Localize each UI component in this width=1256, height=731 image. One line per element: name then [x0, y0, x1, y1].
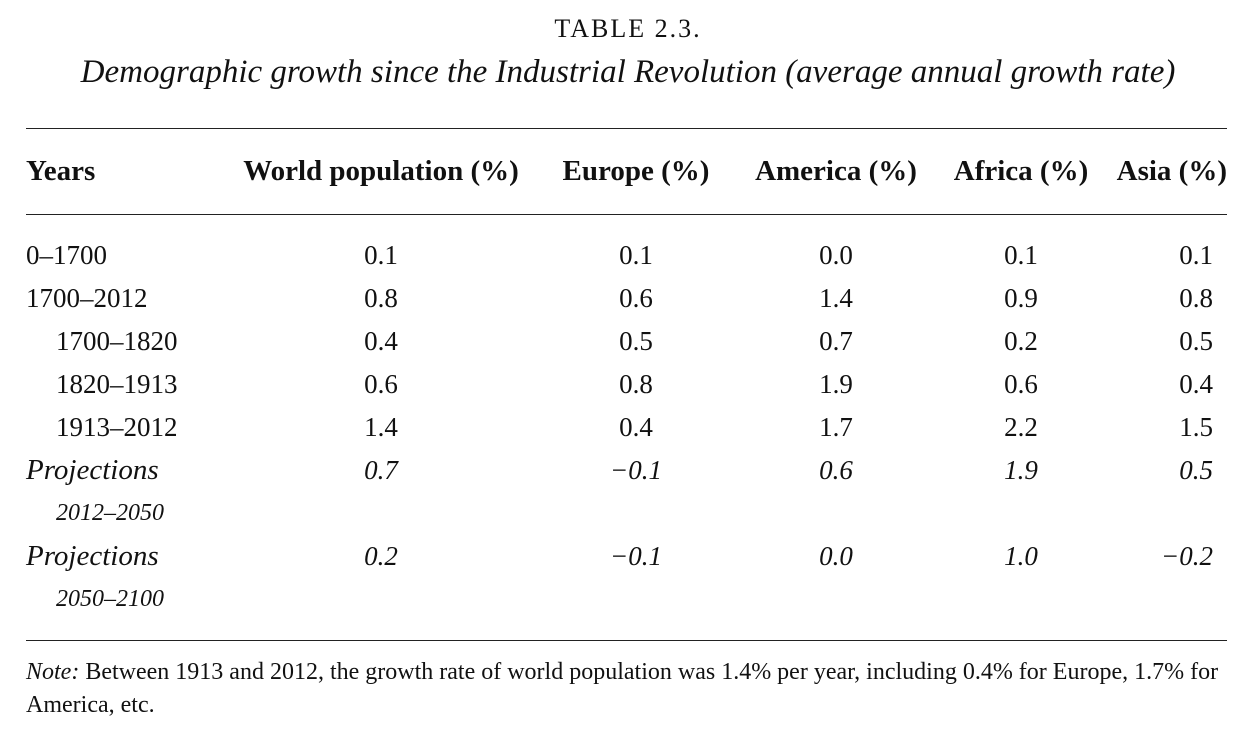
- table-row: 1820–1913 0.6 0.8 1.9 0.6 0.4: [26, 363, 1227, 406]
- cell-europe: 0.8: [619, 369, 653, 399]
- projection-period: 2050–2100: [56, 586, 164, 612]
- table-note: Note: Between 1913 and 2012, the growth …: [26, 656, 1231, 722]
- table-row: 1700–1820 0.4 0.5 0.7 0.2 0.5: [26, 320, 1227, 363]
- row-years: 0–1700: [26, 240, 107, 270]
- cell-world: 0.6: [364, 369, 398, 399]
- cell-africa: 1.0: [1004, 541, 1038, 571]
- projection-period-row: 2050–2100: [26, 578, 1227, 621]
- table-row: 0–1700 0.1 0.1 0.0 0.1 0.1: [26, 234, 1227, 277]
- cell-america: 1.7: [819, 412, 853, 442]
- header-asia: Asia (%): [1116, 155, 1227, 187]
- spacer-row: [26, 214, 1227, 234]
- cell-world: 0.8: [364, 283, 398, 313]
- cell-europe: 0.1: [619, 240, 653, 270]
- top-rule: [26, 128, 1227, 129]
- cell-asia: 0.1: [1179, 240, 1213, 270]
- cell-america: 1.4: [819, 283, 853, 313]
- header-rule: [26, 214, 1227, 215]
- cell-world: 1.4: [364, 412, 398, 442]
- cell-world: 0.7: [364, 455, 398, 485]
- cell-africa: 0.2: [1004, 326, 1038, 356]
- cell-europe: −0.1: [610, 541, 662, 571]
- cell-asia: 0.8: [1179, 283, 1213, 313]
- projection-row: Projections 0.7 −0.1 0.6 1.9 0.5: [26, 449, 1227, 492]
- row-years: 1700–2012: [26, 283, 148, 313]
- cell-europe: 0.5: [619, 326, 653, 356]
- table-title: Demographic growth since the Industrial …: [80, 54, 1176, 90]
- row-years: 1820–1913: [56, 369, 178, 399]
- cell-america: 0.6: [819, 455, 853, 485]
- cell-africa: 2.2: [1004, 412, 1038, 442]
- cell-america: 1.9: [819, 369, 853, 399]
- cell-africa: 0.9: [1004, 283, 1038, 313]
- row-years: 1913–2012: [56, 412, 178, 442]
- cell-europe: 0.4: [619, 412, 653, 442]
- cell-asia: 1.5: [1179, 412, 1213, 442]
- cell-asia: 0.5: [1179, 455, 1213, 485]
- cell-europe: 0.6: [619, 283, 653, 313]
- cell-africa: 1.9: [1004, 455, 1038, 485]
- projection-period: 2012–2050: [56, 500, 164, 526]
- header-row: Years World population (%) Europe (%) Am…: [26, 129, 1227, 214]
- cell-world: 0.2: [364, 541, 398, 571]
- projection-label: Projections: [26, 540, 159, 572]
- note-label: Note:: [26, 659, 80, 685]
- cell-europe: −0.1: [610, 455, 662, 485]
- cell-world: 0.4: [364, 326, 398, 356]
- header-world: World population (%): [243, 155, 519, 187]
- projection-period-row: 2012–2050: [26, 492, 1227, 535]
- projection-label: Projections: [26, 454, 159, 486]
- projection-row: Projections 0.2 −0.1 0.0 1.0 −0.2: [26, 535, 1227, 578]
- header-america: America (%): [755, 155, 917, 187]
- growth-table: Years World population (%) Europe (%) Am…: [26, 129, 1227, 621]
- table-row: 1913–2012 1.4 0.4 1.7 2.2 1.5: [26, 406, 1227, 449]
- cell-america: 0.0: [819, 541, 853, 571]
- cell-africa: 0.1: [1004, 240, 1038, 270]
- bottom-rule: [26, 640, 1227, 641]
- cell-america: 0.0: [819, 240, 853, 270]
- cell-asia: −0.2: [1161, 541, 1213, 571]
- table-row: 1700–2012 0.8 0.6 1.4 0.9 0.8: [26, 277, 1227, 320]
- cell-asia: 0.5: [1179, 326, 1213, 356]
- cell-africa: 0.6: [1004, 369, 1038, 399]
- note-text: Between 1913 and 2012, the growth rate o…: [26, 659, 1219, 718]
- cell-world: 0.1: [364, 240, 398, 270]
- header-europe: Europe (%): [562, 155, 710, 187]
- cell-america: 0.7: [819, 326, 853, 356]
- row-years: 1700–1820: [56, 326, 178, 356]
- header-africa: Africa (%): [953, 155, 1089, 187]
- table-label: TABLE 2.3.: [554, 14, 702, 43]
- cell-asia: 0.4: [1179, 369, 1213, 399]
- header-years: Years: [26, 155, 96, 187]
